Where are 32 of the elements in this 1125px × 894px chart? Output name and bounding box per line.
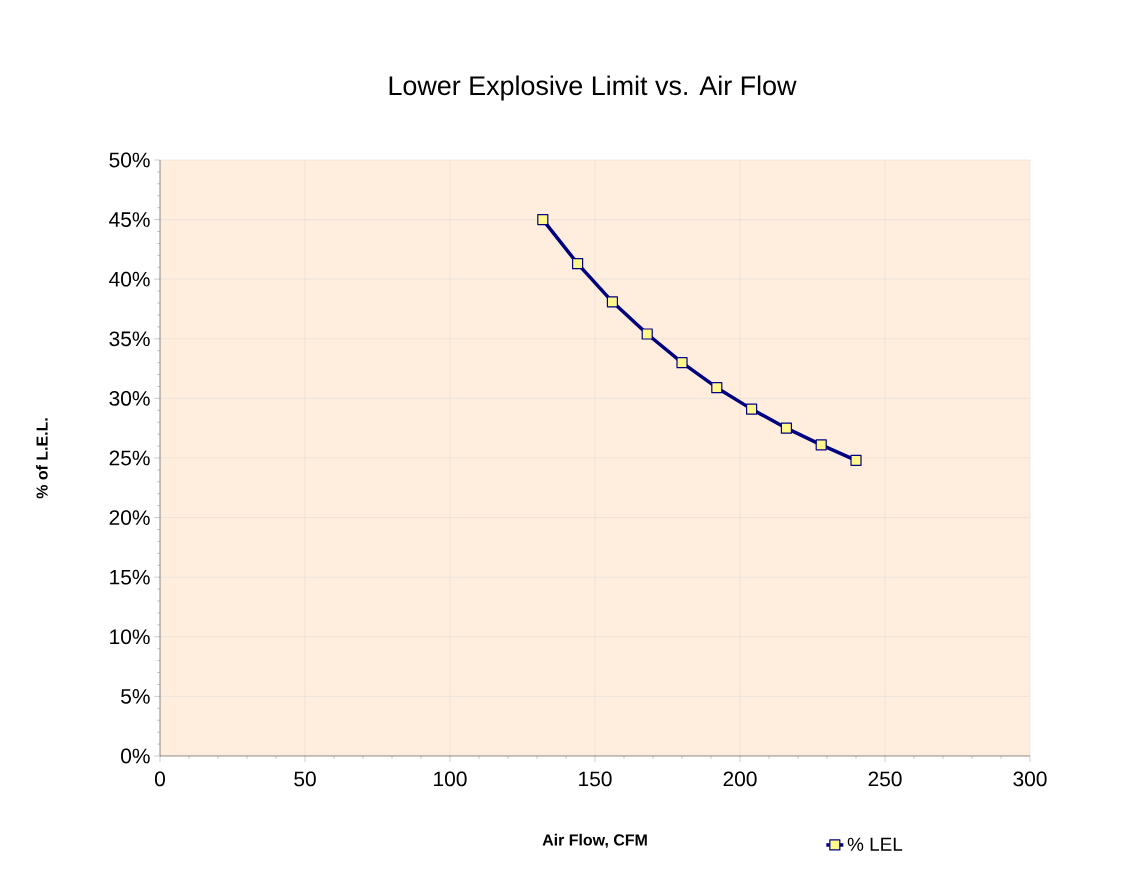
x-tick-label: 250 xyxy=(868,771,902,787)
chart-title: Lower Explosive Limit vs. Air Flow xyxy=(389,75,797,101)
point xyxy=(676,357,688,369)
y-tick-label: 20% xyxy=(109,510,150,525)
point xyxy=(746,403,758,415)
point xyxy=(815,439,827,451)
point xyxy=(606,296,619,308)
legend-label: % LEL xyxy=(847,837,903,851)
y-tick-label: 5% xyxy=(121,689,150,704)
y-tick-label: 0% xyxy=(121,748,150,764)
x-tick-label: 0 xyxy=(155,771,165,787)
point xyxy=(572,258,584,270)
y-axis-title: % of L.E.L. xyxy=(36,418,48,499)
point xyxy=(537,213,549,226)
point xyxy=(850,454,862,466)
x-tick-label: 300 xyxy=(1013,771,1047,787)
point xyxy=(780,422,793,434)
y-tick-label: 40% xyxy=(109,271,150,287)
y-tick-label: 45% xyxy=(109,212,150,227)
y-tick-label: 30% xyxy=(109,390,150,406)
point xyxy=(711,382,723,394)
y-tick-label: 15% xyxy=(110,569,150,585)
y-tick-label: 10% xyxy=(110,629,150,645)
x-tick-label: 150 xyxy=(579,771,612,787)
x-axis-title: Air Flow, CFM xyxy=(542,833,647,848)
x-tick-label: 100 xyxy=(434,771,467,787)
x-tick-label: 200 xyxy=(723,771,757,787)
x-tick-label: 50 xyxy=(294,771,316,787)
y-tick-label: 50% xyxy=(109,152,150,168)
y-tick-label: 35% xyxy=(109,331,150,347)
point xyxy=(641,328,653,340)
y-tick-label: 25% xyxy=(109,450,150,466)
